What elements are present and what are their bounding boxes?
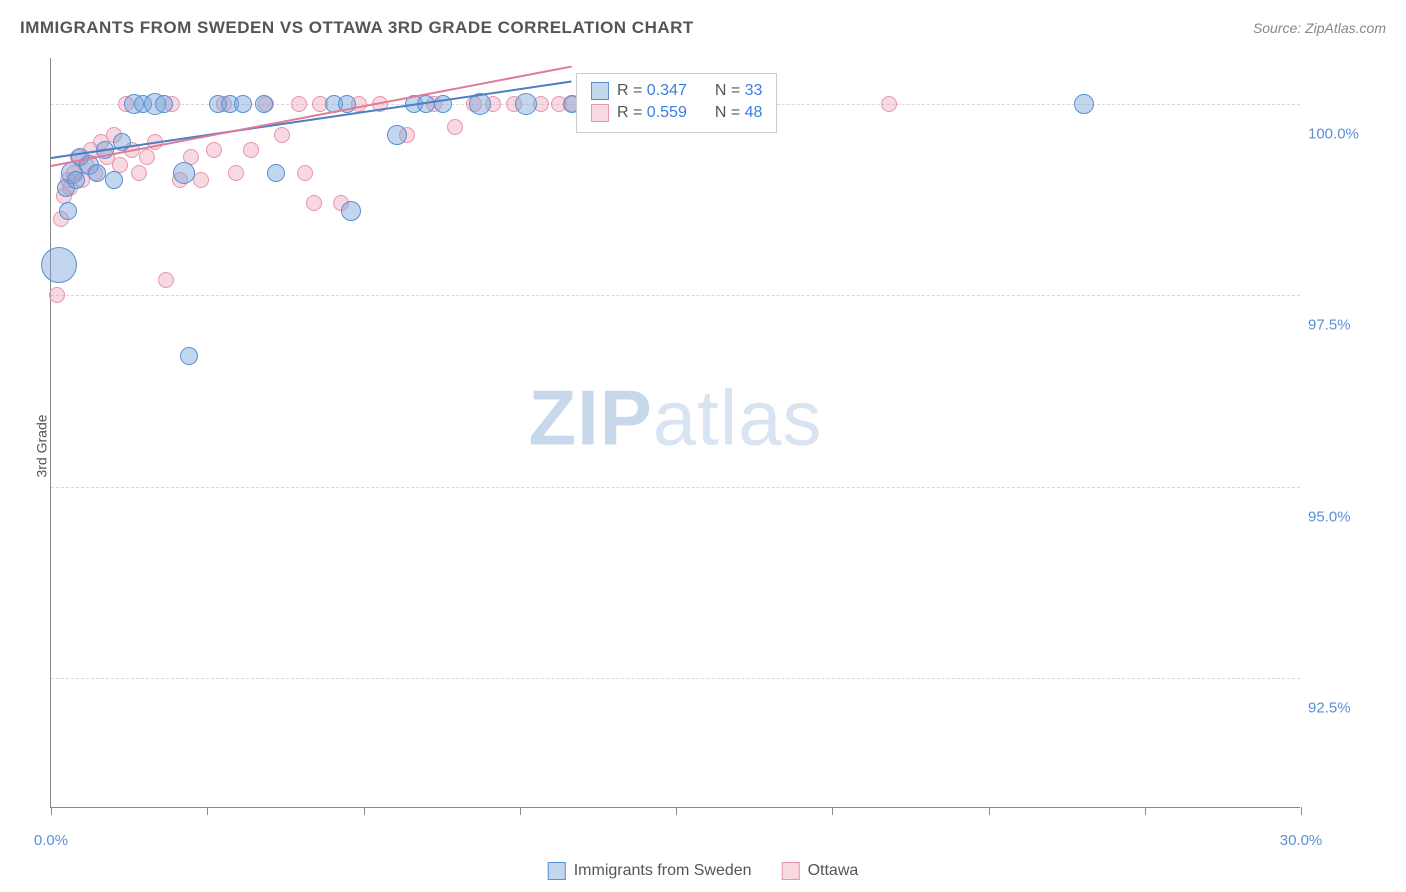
data-point [59,202,77,220]
y-tick-label: 92.5% [1308,699,1388,716]
data-point [41,247,77,283]
x-tick [676,807,677,815]
data-point [387,125,407,145]
data-point [447,119,463,135]
chart-header: IMMIGRANTS FROM SWEDEN VS OTTAWA 3RD GRA… [20,18,1386,38]
legend-swatch-pink [782,862,800,880]
r-label: R = 0.347 [617,82,687,100]
data-point [341,201,361,221]
legend-label-sweden: Immigrants from Sweden [574,862,752,880]
x-tick [51,807,52,815]
x-tick [364,807,365,815]
data-point [155,95,173,113]
stats-legend: R = 0.347 N = 33 R = 0.559 N = 48 [576,73,777,133]
data-point [49,287,65,303]
data-point [173,162,195,184]
data-point [274,127,290,143]
x-tick [1301,807,1302,815]
gridline-h [51,295,1300,296]
plot-area: ZIPatlas 92.5%95.0%97.5%100.0%0.0%30.0%R… [50,58,1300,808]
y-tick-label: 100.0% [1308,125,1388,142]
x-tick [832,807,833,815]
y-tick-label: 95.0% [1308,508,1388,525]
bottom-legend: Immigrants from Sweden Ottawa [548,862,859,880]
watermark: ZIPatlas [528,372,822,463]
y-tick-label: 97.5% [1308,317,1388,334]
legend-swatch-pink [591,104,609,122]
data-point [158,272,174,288]
x-tick [989,807,990,815]
gridline-h [51,678,1300,679]
x-tick [520,807,521,815]
data-point [234,95,252,113]
data-point [1074,94,1094,114]
legend-label-ottawa: Ottawa [808,862,859,880]
data-point [255,95,273,113]
stats-legend-row: R = 0.347 N = 33 [591,80,762,102]
r-label: R = 0.559 [617,104,687,122]
data-point [139,149,155,165]
data-point [180,347,198,365]
x-max-label: 30.0% [1280,832,1323,849]
x-tick [207,807,208,815]
data-point [228,165,244,181]
data-point [131,165,147,181]
x-min-label: 0.0% [34,832,68,849]
data-point [881,96,897,112]
stats-legend-row: R = 0.559 N = 48 [591,102,762,124]
watermark-zip: ZIP [528,373,652,461]
chart-title: IMMIGRANTS FROM SWEDEN VS OTTAWA 3RD GRA… [20,18,694,38]
data-point [515,93,537,115]
trend-line [51,66,572,167]
y-axis-label: 3rd Grade [34,414,50,477]
legend-swatch-blue [548,862,566,880]
n-label: N = 33 [715,82,763,100]
x-tick [1145,807,1146,815]
data-point [306,195,322,211]
data-point [297,165,313,181]
data-point [88,164,106,182]
legend-swatch-blue [591,82,609,100]
data-point [267,164,285,182]
gridline-h [51,487,1300,488]
watermark-atlas: atlas [653,373,823,461]
data-point [206,142,222,158]
data-point [243,142,259,158]
legend-item-ottawa: Ottawa [782,862,859,880]
data-point [291,96,307,112]
legend-item-sweden: Immigrants from Sweden [548,862,752,880]
data-point [193,172,209,188]
data-point [67,171,85,189]
n-label: N = 48 [715,104,763,122]
chart-source: Source: ZipAtlas.com [1253,20,1386,36]
data-point [105,171,123,189]
